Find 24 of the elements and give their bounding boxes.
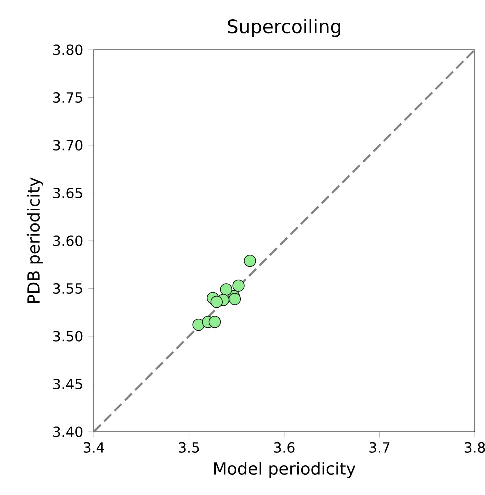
point <box>228 293 242 306</box>
point <box>208 316 222 328</box>
y-axis-title: PDB periodicity <box>27 178 44 304</box>
y-tick-label: 3.75 <box>53 92 82 104</box>
y-tick-label: 3.45 <box>53 378 82 390</box>
point <box>220 284 232 296</box>
y-tick-label: 3.50 <box>53 331 83 342</box>
y-tick-label: 3.80 <box>53 44 83 56</box>
point <box>210 296 223 308</box>
x-tick-label: 3.8 <box>464 442 485 453</box>
chart-title: Supercoiling <box>228 19 340 38</box>
point <box>192 318 205 332</box>
point <box>244 254 256 268</box>
point <box>232 280 245 292</box>
x-axis-title: Model periodicity <box>214 462 356 478</box>
y-tick-label: 3.65 <box>53 188 82 199</box>
y-tick-label: 3.55 <box>53 283 82 294</box>
y-tick-label: 3.70 <box>53 140 83 151</box>
y-tick-label: 3.40 <box>53 426 83 438</box>
x-tick-label: 3.6 <box>274 442 295 453</box>
x-tick-label: 3.4 <box>84 442 104 453</box>
x-tick-label: 3.7 <box>370 442 390 453</box>
y-tick-label: 3.60 <box>53 236 83 246</box>
x-tick-label: 3.5 <box>179 442 200 453</box>
